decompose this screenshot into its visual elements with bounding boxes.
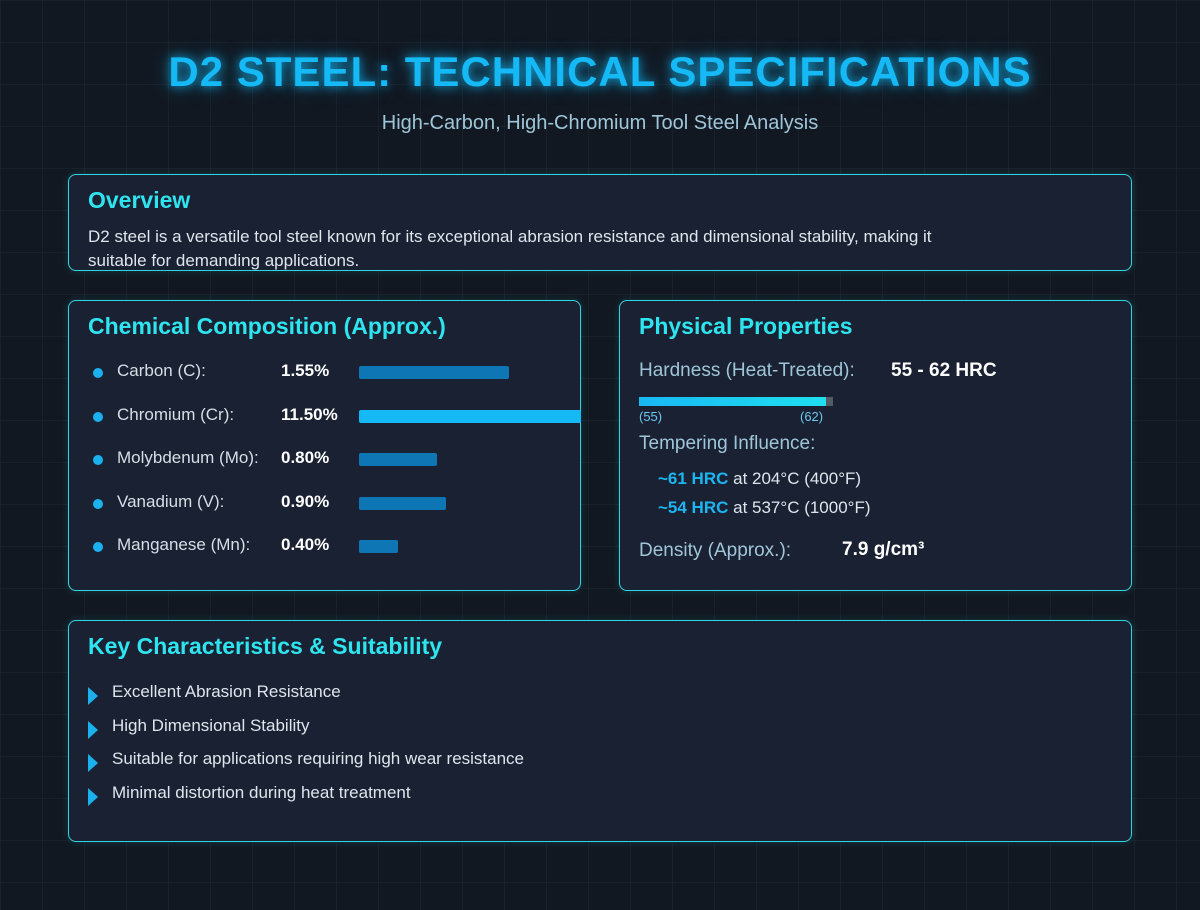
density-value: 7.9 g/cm³ — [842, 539, 925, 560]
characteristics-card: Key Characteristics & Suitability Excell… — [68, 620, 1132, 842]
element-label: Chromium (Cr): — [117, 404, 235, 424]
characteristics-title: Key Characteristics & Suitability — [88, 633, 443, 659]
composition-title: Chemical Composition (Approx.) — [88, 313, 446, 339]
bullet-icon — [93, 411, 103, 422]
composition-row: Carbon (C): 1.55% — [69, 360, 580, 384]
tempering-condition: at 204°C (400°F) — [733, 469, 862, 488]
tempering-label: Tempering Influence: — [639, 433, 816, 454]
characteristic-item: Excellent Abrasion Resistance — [88, 682, 888, 706]
characteristic-item: Minimal distortion during heat treatment — [88, 783, 888, 807]
characteristic-text: Suitable for applications requiring high… — [112, 749, 525, 769]
element-bar — [359, 540, 398, 553]
element-value: 1.55% — [281, 361, 330, 380]
composition-row: Manganese (Mn): 0.40% — [69, 534, 580, 558]
element-value: 11.50% — [281, 404, 338, 424]
element-bar — [359, 453, 437, 466]
characteristic-item: High Dimensional Stability — [88, 716, 888, 740]
element-label: Molybdenum (Mo): — [117, 448, 259, 467]
physical-title: Physical Properties — [639, 313, 853, 339]
bullet-icon — [93, 455, 103, 465]
arrow-right-icon — [88, 687, 98, 705]
arrow-right-icon — [88, 720, 98, 739]
page-subtitle: High-Carbon, High-Chromium Tool Steel An… — [381, 112, 819, 134]
overview-text: D2 steel is a versatile tool steel known… — [88, 227, 932, 270]
element-value: 0.90% — [281, 491, 330, 511]
composition-row: Vanadium (V): 0.90% — [69, 491, 580, 515]
element-bar — [359, 409, 581, 423]
characteristic-text: High Dimensional Stability — [112, 715, 310, 735]
tempering-item: ~54 HRC at 537°C (1000°F) — [658, 498, 871, 518]
element-value: 0.40% — [281, 535, 330, 554]
hardness-min-label: (55) — [639, 409, 663, 424]
composition-row: Chromium (Cr): 11.50% — [69, 404, 581, 428]
tempering-hrc: ~61 HRC — [658, 469, 729, 488]
tempering-item: ~61 HRC at 204°C (400°F) — [658, 469, 861, 489]
tempering-hrc: ~54 HRC — [658, 498, 729, 517]
characteristic-item: Suitable for applications requiring high… — [88, 749, 888, 773]
element-value: 0.80% — [281, 448, 330, 467]
tempering-condition: at 537°C (1000°F) — [733, 498, 871, 517]
hardness-value: 55 - 62 HRC — [891, 360, 997, 381]
characteristic-text: Minimal distortion during heat treatment — [112, 783, 411, 803]
element-bar — [359, 496, 447, 510]
overview-card: Overview D2 steel is a versatile tool st… — [68, 174, 1132, 271]
element-bar — [359, 366, 510, 379]
element-label: Vanadium (V): — [117, 491, 225, 511]
arrow-right-icon — [88, 788, 98, 807]
arrow-right-icon — [88, 754, 98, 773]
density-label: Density (Approx.): — [639, 540, 792, 561]
overview-title: Overview — [88, 187, 191, 213]
composition-card: Chemical Composition (Approx.) Carbon (C… — [68, 300, 581, 591]
hardness-range-fill — [639, 397, 826, 406]
element-label: Manganese (Mn): — [117, 535, 251, 554]
element-label: Carbon (C): — [117, 361, 206, 380]
bullet-icon — [93, 368, 103, 378]
bullet-icon — [93, 542, 103, 552]
physical-card: Physical Properties Hardness (Heat-Treat… — [619, 300, 1132, 591]
hardness-range-bar — [639, 397, 833, 406]
hardness-label: Hardness (Heat-Treated): — [639, 360, 855, 381]
characteristic-text: Excellent Abrasion Resistance — [112, 682, 341, 701]
bullet-icon — [93, 498, 103, 509]
composition-row: Molybdenum (Mo): 0.80% — [69, 447, 580, 471]
hardness-max-label: (62) — [800, 409, 824, 424]
page-title: D2 STEEL: TECHNICAL SPECIFICATIONS — [168, 48, 1032, 95]
